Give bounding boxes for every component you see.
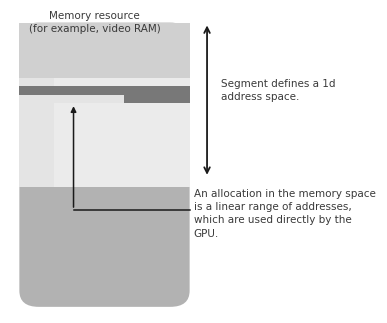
Text: An allocation in the memory space
is a linear range of addresses,
which are used: An allocation in the memory space is a l… [194, 189, 375, 239]
Text: Segment defines a 1d
address space.: Segment defines a 1d address space. [221, 79, 335, 102]
FancyBboxPatch shape [19, 23, 190, 307]
Bar [19, 86, 190, 103]
Bar [19, 95, 124, 103]
Text: Memory resource
(for example, video RAM): Memory resource (for example, video RAM) [29, 11, 161, 34]
Bar [19, 23, 190, 78]
Bar [19, 78, 190, 187]
Bar [54, 78, 190, 187]
